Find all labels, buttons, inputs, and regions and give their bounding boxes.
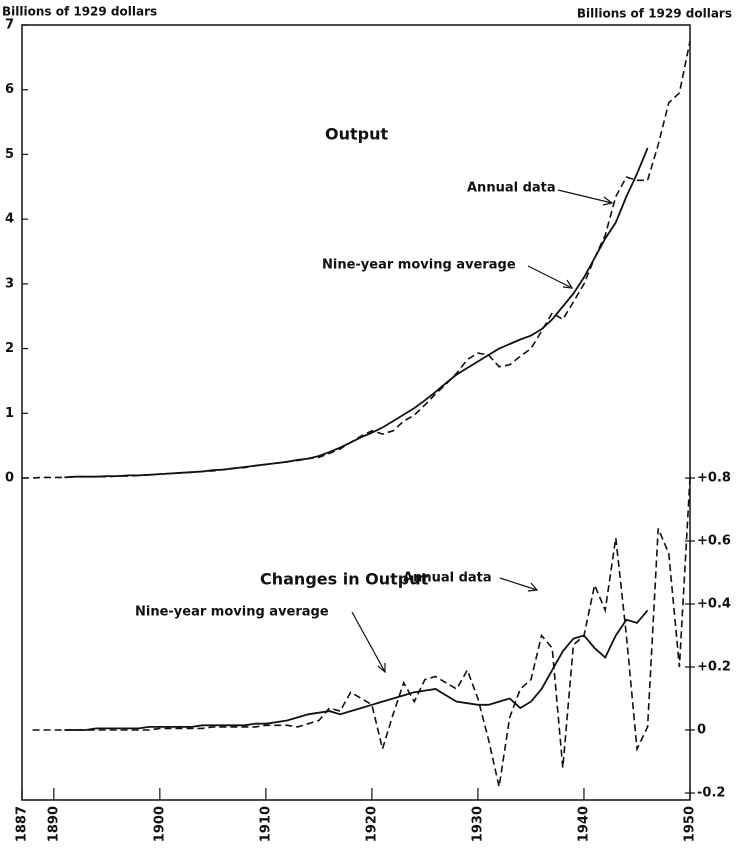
plot-frame <box>21 24 691 801</box>
series-label: Annual data <box>467 181 556 196</box>
y2-tick-label: +0.6 <box>697 534 731 549</box>
x-tick-label: 1910 <box>258 806 273 842</box>
arrow <box>557 189 614 206</box>
arrows <box>351 189 614 674</box>
y2-tick-label: -0.2 <box>697 786 725 801</box>
x-tick-label: 1930 <box>470 806 485 842</box>
left-axis-label: Billions of 1929 dollars <box>2 5 157 19</box>
y-tick-label: 6 <box>5 82 14 97</box>
arrow <box>351 611 386 674</box>
output-title: Output <box>325 125 388 144</box>
right-axis-label: Billions of 1929 dollars <box>577 7 732 21</box>
y2-tick-label: +0.4 <box>697 597 731 612</box>
series-line <box>32 477 691 787</box>
y-tick-label: 0 <box>5 471 14 486</box>
x-tick-label: 1890 <box>46 806 61 842</box>
y-tick-label: 3 <box>5 276 14 291</box>
y-tick-label: 5 <box>5 147 14 162</box>
x-tick-label: 1900 <box>152 806 167 842</box>
y2-tick-label: +0.2 <box>697 660 731 675</box>
x-tick-label: 1940 <box>576 806 591 842</box>
y-tick-label: 1 <box>5 406 14 421</box>
arrow <box>527 265 574 289</box>
changes-title: Changes in Output <box>260 570 429 589</box>
y2-tick-label: +0.8 <box>697 471 731 486</box>
y-tick-label: 4 <box>5 212 14 227</box>
x-tick-label: 1950 <box>683 806 698 842</box>
series-label: Nine-year moving average <box>135 605 329 620</box>
series-line <box>64 609 649 731</box>
series-label: Nine-year moving average <box>322 258 516 273</box>
y-tick-label: 7 <box>5 18 14 33</box>
series-label: Annual data <box>403 571 492 586</box>
y2-tick-label: 0 <box>697 723 706 738</box>
x-tick-label: 1887 <box>15 806 30 842</box>
x-tick-label: 1920 <box>364 806 379 842</box>
y-tick-label: 2 <box>5 341 14 356</box>
series-line <box>64 147 649 479</box>
arrow <box>499 577 539 592</box>
